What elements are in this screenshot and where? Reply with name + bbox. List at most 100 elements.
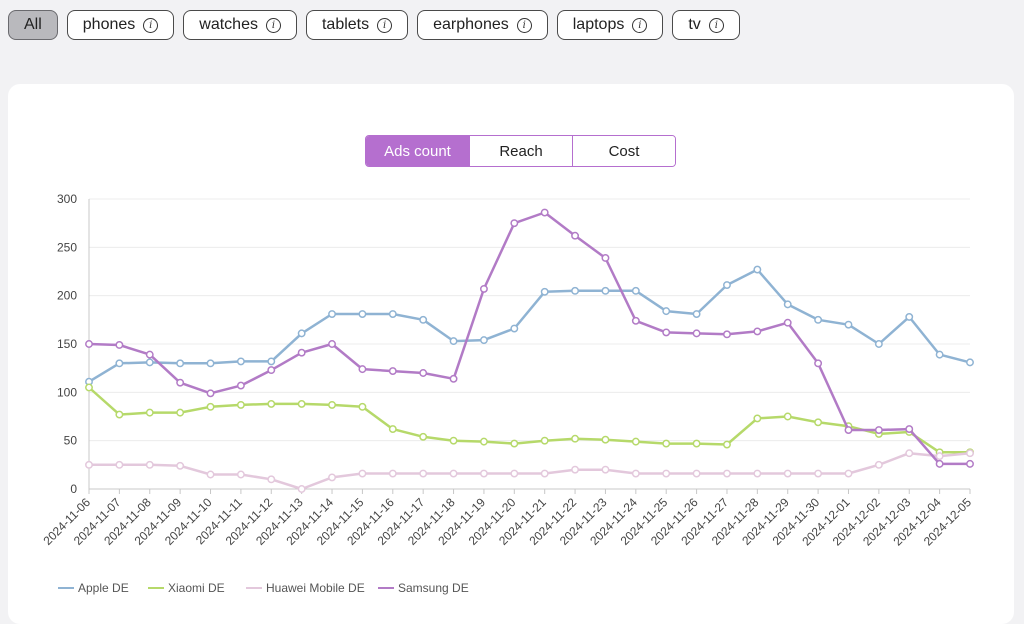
data-point[interactable] bbox=[176, 378, 185, 387]
data-point[interactable] bbox=[388, 469, 397, 478]
data-point[interactable] bbox=[844, 320, 853, 329]
data-point[interactable] bbox=[692, 439, 701, 448]
info-icon[interactable]: i bbox=[265, 17, 281, 33]
data-point[interactable] bbox=[631, 469, 640, 478]
data-point[interactable] bbox=[358, 469, 367, 478]
data-point[interactable] bbox=[601, 465, 610, 474]
data-point[interactable] bbox=[419, 369, 428, 377]
data-point[interactable] bbox=[723, 440, 731, 449]
filter-chip-laptops[interactable]: laptops i bbox=[556, 10, 664, 40]
metric-tab-ads-count[interactable]: Ads count bbox=[366, 136, 469, 166]
data-point[interactable] bbox=[723, 281, 731, 289]
data-point[interactable] bbox=[328, 340, 336, 348]
data-point[interactable] bbox=[267, 399, 276, 408]
info-icon[interactable]: i bbox=[377, 17, 393, 33]
data-point[interactable] bbox=[571, 286, 580, 295]
data-point[interactable] bbox=[753, 265, 762, 274]
data-point[interactable] bbox=[479, 437, 488, 446]
data-point[interactable] bbox=[206, 402, 215, 411]
data-point[interactable] bbox=[115, 341, 124, 349]
data-point[interactable] bbox=[510, 469, 519, 478]
data-point[interactable] bbox=[783, 412, 792, 421]
data-point[interactable] bbox=[145, 408, 154, 417]
data-point[interactable] bbox=[783, 300, 792, 309]
data-point[interactable] bbox=[176, 408, 185, 417]
data-point[interactable] bbox=[479, 336, 488, 345]
data-point[interactable] bbox=[662, 328, 671, 337]
filter-chip-watches[interactable]: watches i bbox=[183, 10, 297, 40]
data-point[interactable] bbox=[206, 389, 215, 398]
data-point[interactable] bbox=[601, 435, 610, 444]
data-point[interactable] bbox=[479, 284, 488, 293]
data-point[interactable] bbox=[236, 381, 245, 390]
data-point[interactable] bbox=[479, 469, 488, 478]
metric-tab-cost[interactable]: Cost bbox=[572, 136, 675, 166]
data-point[interactable] bbox=[905, 449, 914, 458]
data-point[interactable] bbox=[874, 340, 883, 348]
metric-tab-reach[interactable]: Reach bbox=[469, 136, 572, 166]
data-point[interactable] bbox=[419, 432, 428, 441]
filter-chip-earphones[interactable]: earphones i bbox=[417, 10, 548, 40]
data-point[interactable] bbox=[966, 459, 974, 468]
data-point[interactable] bbox=[145, 358, 154, 367]
data-point[interactable] bbox=[601, 286, 610, 295]
data-point[interactable] bbox=[631, 316, 640, 325]
data-point[interactable] bbox=[419, 469, 428, 478]
data-point[interactable] bbox=[662, 307, 671, 316]
data-point[interactable] bbox=[844, 426, 853, 434]
data-point[interactable] bbox=[935, 350, 944, 359]
data-point[interactable] bbox=[966, 449, 974, 458]
legend-label[interactable]: Samsung DE bbox=[398, 581, 469, 595]
data-point[interactable] bbox=[267, 366, 276, 375]
info-icon[interactable]: i bbox=[516, 17, 532, 33]
data-point[interactable] bbox=[510, 219, 519, 228]
data-point[interactable] bbox=[783, 318, 792, 327]
data-point[interactable] bbox=[662, 439, 671, 448]
filter-chip-tv[interactable]: tv i bbox=[672, 10, 740, 40]
data-point[interactable] bbox=[236, 400, 245, 409]
data-point[interactable] bbox=[540, 436, 549, 445]
data-point[interactable] bbox=[631, 437, 640, 446]
legend-label[interactable]: Xiaomi DE bbox=[168, 581, 225, 595]
info-icon[interactable]: i bbox=[708, 17, 724, 33]
data-point[interactable] bbox=[358, 365, 367, 374]
data-point[interactable] bbox=[510, 439, 519, 448]
data-point[interactable] bbox=[540, 469, 549, 478]
data-point[interactable] bbox=[388, 367, 397, 376]
data-point[interactable] bbox=[692, 329, 701, 338]
data-point[interactable] bbox=[449, 374, 458, 383]
data-point[interactable] bbox=[85, 460, 93, 469]
data-point[interactable] bbox=[328, 400, 336, 409]
filter-chip-all[interactable]: All bbox=[8, 10, 58, 40]
data-point[interactable] bbox=[358, 402, 367, 411]
data-point[interactable] bbox=[814, 359, 823, 368]
data-point[interactable] bbox=[844, 469, 853, 478]
data-point[interactable] bbox=[814, 469, 823, 478]
data-point[interactable] bbox=[267, 357, 276, 366]
data-point[interactable] bbox=[388, 425, 397, 434]
data-point[interactable] bbox=[236, 357, 245, 366]
filter-chip-tablets[interactable]: tablets i bbox=[305, 10, 409, 40]
data-point[interactable] bbox=[540, 208, 549, 217]
info-icon[interactable]: i bbox=[632, 17, 648, 33]
info-icon[interactable]: i bbox=[143, 17, 159, 33]
data-point[interactable] bbox=[662, 469, 671, 478]
data-point[interactable] bbox=[297, 485, 306, 493]
data-point[interactable] bbox=[388, 310, 397, 318]
data-point[interactable] bbox=[449, 337, 458, 346]
data-point[interactable] bbox=[449, 436, 458, 445]
data-point[interactable] bbox=[115, 410, 124, 419]
data-point[interactable] bbox=[115, 460, 124, 469]
data-point[interactable] bbox=[723, 469, 731, 478]
data-point[interactable] bbox=[176, 461, 185, 470]
data-point[interactable] bbox=[692, 469, 701, 478]
data-point[interactable] bbox=[510, 324, 519, 333]
data-point[interactable] bbox=[723, 330, 731, 339]
data-point[interactable] bbox=[85, 383, 93, 392]
legend-label[interactable]: Apple DE bbox=[78, 581, 129, 595]
data-point[interactable] bbox=[783, 469, 792, 478]
data-point[interactable] bbox=[236, 470, 245, 479]
data-point[interactable] bbox=[297, 348, 306, 357]
data-point[interactable] bbox=[935, 452, 944, 461]
data-point[interactable] bbox=[814, 418, 823, 427]
